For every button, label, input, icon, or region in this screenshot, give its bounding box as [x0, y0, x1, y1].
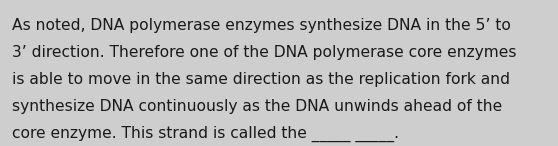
Text: core enzyme. This strand is called the _____ _____.: core enzyme. This strand is called the _…	[12, 126, 400, 142]
Text: is able to move in the same direction as the replication fork and: is able to move in the same direction as…	[12, 72, 510, 87]
Text: 3’ direction. Therefore one of the DNA polymerase core enzymes: 3’ direction. Therefore one of the DNA p…	[12, 45, 517, 60]
Text: synthesize DNA continuously as the DNA unwinds ahead of the: synthesize DNA continuously as the DNA u…	[12, 99, 503, 114]
Text: As noted, DNA polymerase enzymes synthesize DNA in the 5’ to: As noted, DNA polymerase enzymes synthes…	[12, 18, 511, 33]
